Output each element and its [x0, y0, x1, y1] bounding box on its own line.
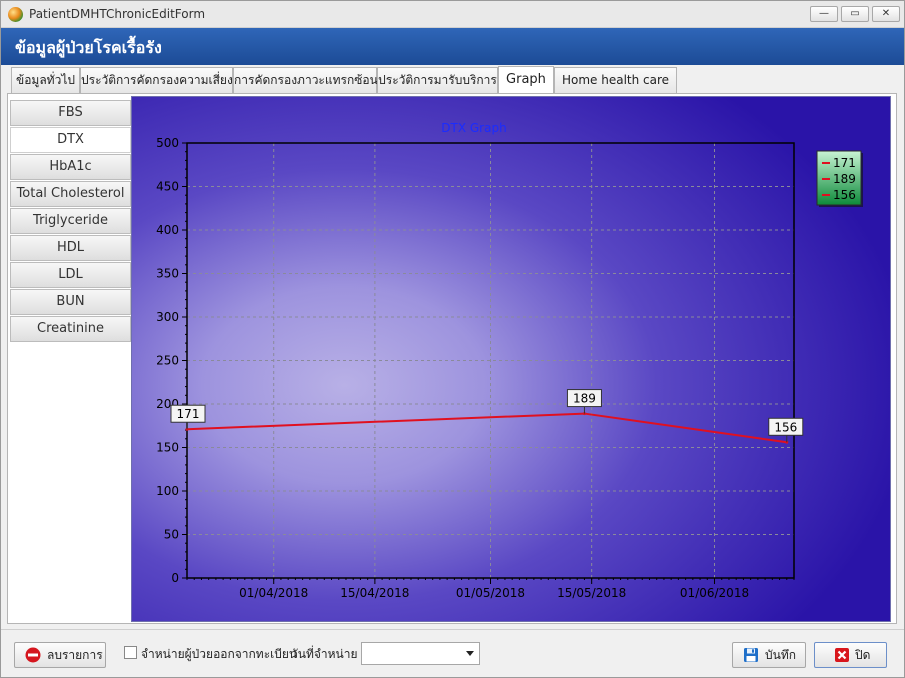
tab-risk-screening[interactable]: ประวัติการคัดกรองความเสี่ยง — [80, 67, 233, 93]
y-tick-label: 100 — [156, 484, 179, 498]
chevron-down-icon — [466, 651, 474, 656]
minimize-button[interactable]: — — [810, 6, 838, 22]
no-entry-icon — [25, 647, 41, 663]
chart-background — [132, 97, 890, 621]
chart-legend: 171 189 156 — [816, 150, 863, 207]
close-icon — [835, 648, 849, 662]
y-tick-label: 50 — [164, 528, 179, 542]
close-window-button[interactable]: ✕ — [872, 6, 900, 22]
sidebar-item-hba1c[interactable]: HbA1c — [10, 154, 131, 180]
form-header: ข้อมูลผู้ป่วยโรคเรื้อรัง — [1, 28, 904, 65]
data-label-box — [768, 417, 804, 436]
app-icon — [8, 7, 23, 22]
dtx-chart-panel: DTX Graph 0 50 100 150 200 250 300 350 400 450 500… — [131, 96, 891, 622]
chart-axes: 05010015020025030035040045050001/04/2018… — [156, 136, 795, 600]
data-label: 171 — [177, 407, 200, 421]
y-tick-label: 300 — [156, 310, 179, 324]
y-tick-label: 0 — [171, 571, 179, 585]
discharge-date-dropdown[interactable] — [361, 642, 480, 665]
tab-complication-screening[interactable]: การคัดกรองภาวะแทรกซ้อน — [233, 67, 378, 93]
tab-general-info[interactable]: ข้อมูลทั่วไป — [11, 67, 80, 93]
sidebar-item-ldl[interactable]: LDL — [10, 262, 131, 288]
save-button[interactable]: บันทึก — [732, 642, 806, 668]
window-title: PatientDMHTChronicEditForm — [29, 7, 206, 21]
legend-entry: 171 — [833, 156, 856, 170]
legend-entry: 156 — [833, 188, 856, 202]
y-tick-label: 250 — [156, 354, 179, 368]
sidebar-item-total-cholesterol[interactable]: Total Cholesterol — [10, 181, 131, 207]
x-tick-label: 01/06/2018 — [680, 586, 749, 600]
tab-graph[interactable]: Graph — [498, 66, 554, 94]
sidebar-item-fbs[interactable]: FBS — [10, 100, 131, 126]
legend-entry: 189 — [833, 172, 856, 186]
x-tick-label: 15/05/2018 — [557, 586, 626, 600]
close-button[interactable]: ปิด — [814, 642, 887, 668]
discharge-checkbox[interactable] — [124, 646, 137, 659]
tab-home-health-care[interactable]: Home health care — [554, 67, 677, 93]
y-tick-label: 450 — [156, 180, 179, 194]
data-label-box — [170, 404, 206, 423]
title-bar[interactable]: PatientDMHTChronicEditForm — ▭ ✕ — [1, 1, 904, 28]
data-label: 189 — [573, 392, 596, 406]
discharge-checkbox-label: จำหน่ายผู้ป่วยออกจากทะเบียน — [141, 647, 298, 661]
y-tick-label: 350 — [156, 267, 179, 281]
tab-service-history[interactable]: ประวัติการมารับบริการ — [377, 67, 498, 93]
save-button-label: บันทึก — [765, 648, 796, 662]
chart-data-labels: 171 189 156 — [170, 389, 804, 443]
chart-title: DTX Graph — [441, 121, 506, 135]
sidebar-item-bun[interactable]: BUN — [10, 289, 131, 315]
close-button-label: ปิด — [855, 648, 871, 662]
x-tick-label: 01/05/2018 — [456, 586, 525, 600]
x-tick-label: 01/04/2018 — [239, 586, 308, 600]
sidebar-item-hdl[interactable]: HDL — [10, 235, 131, 261]
maximize-button[interactable]: ▭ — [841, 6, 869, 22]
dtx-chart: DTX Graph 050100150200250300350400450500… — [132, 97, 890, 621]
discharge-date-label: วันที่จำหน่าย — [291, 647, 358, 661]
data-label: 156 — [774, 420, 797, 434]
sidebar-item-creatinine[interactable]: Creatinine — [10, 316, 131, 342]
data-label-box — [566, 389, 602, 408]
y-tick-label: 150 — [156, 441, 179, 455]
x-tick-label: 15/04/2018 — [340, 586, 409, 600]
delete-button-label: ลบรายการ — [47, 648, 103, 662]
chart-gridlines — [187, 143, 794, 578]
delete-button[interactable]: ลบรายการ — [14, 642, 106, 668]
page-title: ข้อมูลผู้ป่วยโรคเรื้อรัง — [15, 38, 162, 57]
sidebar-item-triglyceride[interactable]: Triglyceride — [10, 208, 131, 234]
footer-separator — [1, 629, 904, 630]
y-tick-label: 400 — [156, 223, 179, 237]
floppy-disk-icon — [744, 648, 758, 662]
sidebar-item-dtx[interactable]: DTX — [10, 127, 131, 153]
y-tick-label: 500 — [156, 136, 179, 150]
